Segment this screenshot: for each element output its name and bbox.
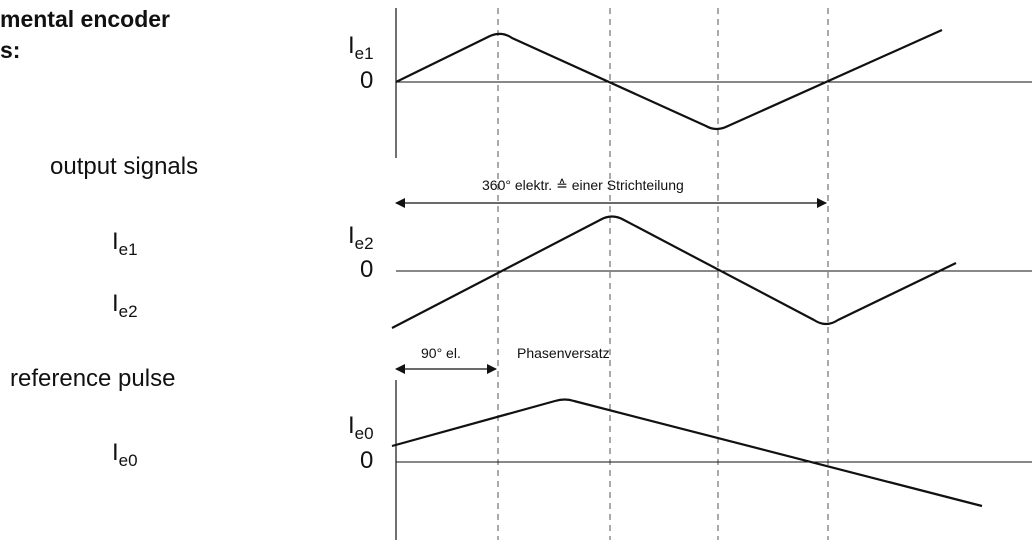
- heading-line-1: mental encoder: [0, 6, 170, 32]
- phase-guide-lines: [497, 8, 829, 540]
- side-ie2-label: Ie2: [112, 290, 138, 321]
- plot-ie2-sub: e2: [354, 234, 374, 253]
- plot-ie2-base: I: [348, 222, 355, 249]
- plot-ie0-label: Ie0: [348, 412, 374, 443]
- side-ie1-sub: e1: [118, 240, 138, 259]
- phase-text-annotation: Phasenversatz: [517, 345, 610, 361]
- plot-ie2-zero: 0: [360, 256, 374, 283]
- output-signals-label: output signals: [50, 153, 199, 180]
- side-ie0-base: I: [112, 439, 119, 466]
- signal-ie0: [391, 398, 983, 508]
- signal-ie1: [395, 28, 943, 131]
- plot-ie0-zero: 0: [360, 447, 374, 474]
- side-ie0-label: Ie0: [112, 439, 138, 470]
- side-ie2-sub: e2: [118, 302, 138, 321]
- plot-ie1-sub: e1: [354, 44, 374, 63]
- plot-ie0-base: I: [348, 412, 355, 439]
- plot-ie1-zero: 0: [360, 67, 374, 94]
- side-ie1-label: Ie1: [112, 228, 138, 259]
- side-ie1-base: I: [112, 228, 119, 255]
- side-ie2-base: I: [112, 290, 119, 317]
- plot-ie1-base: I: [348, 32, 355, 59]
- plot-ie2-label: Ie2: [348, 222, 374, 253]
- side-ie0-sub: e0: [118, 451, 138, 470]
- period-annotation: 360° elektr. ≙ einer Strichteilung: [482, 177, 684, 193]
- phase-angle-annotation: 90° el.: [421, 345, 461, 361]
- plot-ie0-sub: e0: [354, 424, 374, 443]
- reference-pulse-label: reference pulse: [10, 365, 176, 392]
- signal-ie2: [391, 215, 957, 329]
- heading-line-2: s:: [0, 37, 21, 63]
- plot-ie1-label: Ie1: [348, 32, 374, 63]
